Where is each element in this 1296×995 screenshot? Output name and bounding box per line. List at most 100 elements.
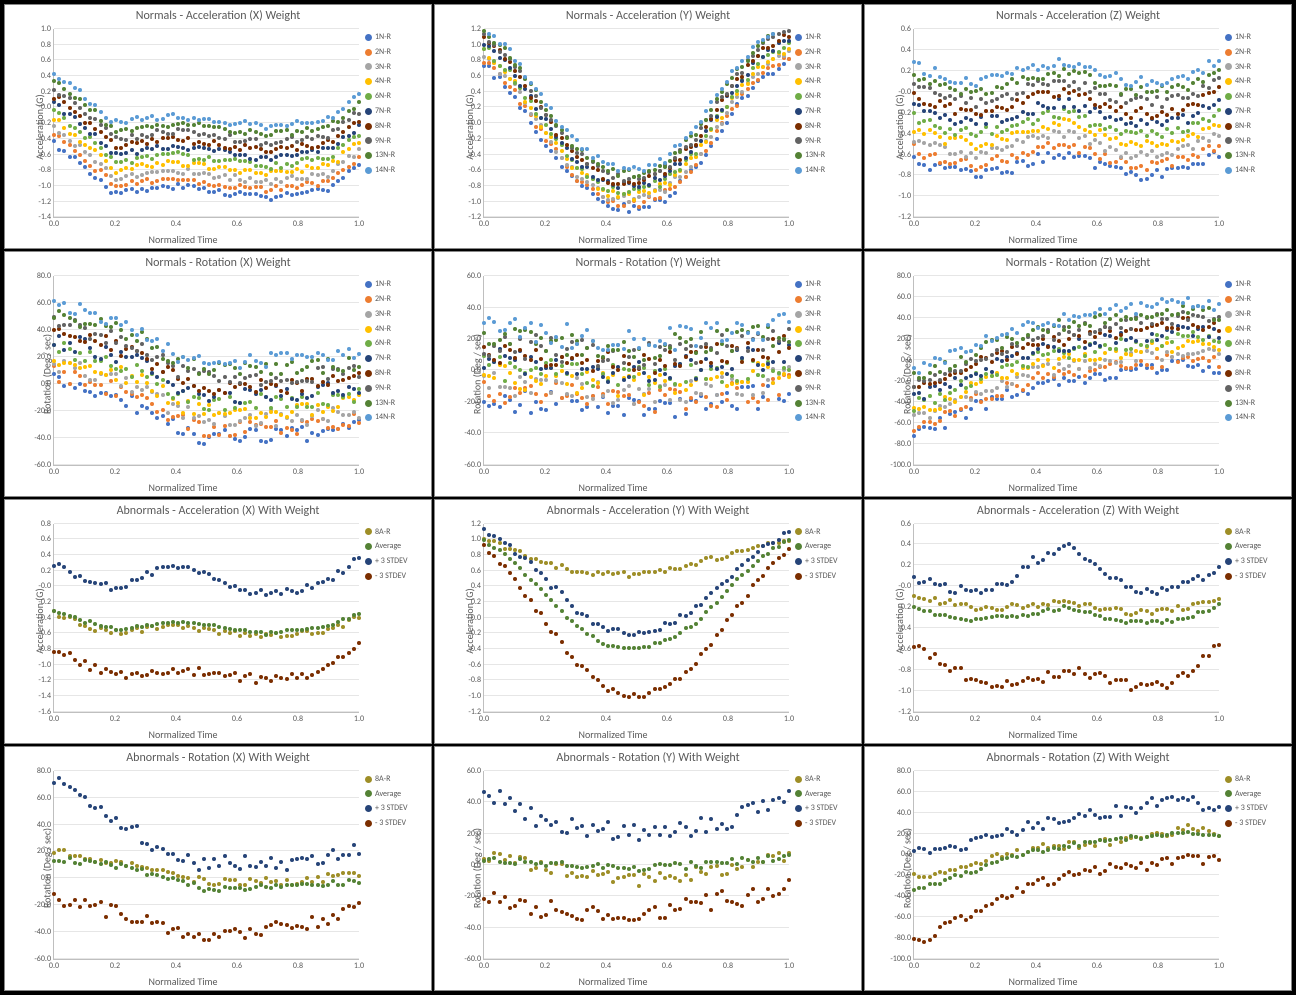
data-point — [1212, 571, 1216, 575]
data-point — [1072, 608, 1076, 612]
data-point — [140, 118, 144, 122]
data-point — [269, 158, 273, 162]
data-point — [1165, 119, 1169, 123]
data-point — [109, 368, 113, 372]
data-point — [487, 342, 491, 346]
data-point — [554, 379, 558, 383]
data-point — [336, 127, 340, 131]
data-point — [1124, 172, 1128, 176]
data-point — [243, 416, 247, 420]
x-tick: 1.0 — [1214, 712, 1224, 724]
data-point — [1129, 166, 1133, 170]
data-point — [1165, 686, 1169, 690]
data-point — [596, 168, 600, 172]
data-point — [606, 181, 610, 185]
data-point — [1036, 371, 1040, 375]
data-point — [642, 337, 646, 341]
data-point — [627, 349, 631, 353]
data-point — [140, 388, 144, 392]
data-point — [1031, 602, 1035, 606]
data-point — [596, 354, 600, 358]
data-point — [202, 420, 206, 424]
data-point — [917, 425, 921, 429]
data-point — [104, 915, 108, 919]
y-tick: -1.0 — [898, 191, 914, 201]
legend-label: 14N-R — [805, 164, 825, 177]
data-point — [735, 392, 739, 396]
data-point — [336, 857, 340, 861]
data-point — [1098, 92, 1102, 96]
data-point — [616, 174, 620, 178]
data-point — [197, 441, 201, 445]
data-point — [508, 342, 512, 346]
y-tick: 40.0 — [467, 303, 484, 313]
data-point — [606, 402, 610, 406]
data-point — [647, 645, 651, 649]
data-point — [161, 868, 165, 872]
data-point — [964, 101, 968, 105]
data-point — [1139, 106, 1143, 110]
data-point — [523, 573, 527, 577]
data-point — [570, 399, 574, 403]
data-point — [513, 394, 517, 398]
data-point — [761, 71, 765, 75]
data-point — [616, 343, 620, 347]
data-point — [513, 561, 517, 565]
data-point — [585, 370, 589, 374]
data-point — [766, 398, 770, 402]
data-point — [248, 186, 252, 190]
data-point — [596, 385, 600, 389]
data-point — [575, 391, 579, 395]
data-point — [1103, 133, 1107, 137]
data-point — [1212, 103, 1216, 107]
data-point — [341, 143, 345, 147]
legend-marker-icon — [1225, 414, 1232, 421]
data-point — [990, 73, 994, 77]
data-point — [1212, 78, 1216, 82]
data-point — [503, 364, 507, 368]
data-point — [352, 142, 356, 146]
data-point — [1093, 123, 1097, 127]
legend: 8A-RAverage+ 3 STDEV- 3 STDEV — [365, 526, 429, 585]
data-point — [725, 372, 729, 376]
data-point — [560, 360, 564, 364]
data-point — [243, 180, 247, 184]
data-point — [176, 178, 180, 182]
data-point — [627, 695, 631, 699]
data-point — [99, 862, 103, 866]
x-tick: 0.8 — [723, 217, 733, 229]
data-point — [1057, 123, 1061, 127]
data-point — [622, 413, 626, 417]
data-point — [1067, 542, 1071, 546]
data-point — [694, 563, 698, 567]
data-point — [591, 634, 595, 638]
data-point — [109, 863, 113, 867]
data-point — [1114, 165, 1118, 169]
data-point — [93, 355, 97, 359]
legend-item: 1N-R — [1225, 278, 1289, 291]
data-point — [766, 378, 770, 382]
data-point — [1186, 88, 1190, 92]
data-point — [943, 131, 947, 135]
data-point — [766, 384, 770, 388]
data-point — [336, 110, 340, 114]
data-point — [720, 342, 724, 346]
data-point — [544, 561, 548, 565]
data-point — [647, 343, 651, 347]
data-point — [709, 361, 713, 365]
data-point — [601, 169, 605, 173]
data-point — [523, 84, 527, 88]
data-point — [176, 360, 180, 364]
data-point — [336, 179, 340, 183]
data-point — [1083, 92, 1087, 96]
data-point — [259, 860, 263, 864]
data-point — [161, 124, 165, 128]
data-point — [756, 54, 760, 58]
data-point — [290, 144, 294, 148]
data-point — [1207, 365, 1211, 369]
data-point — [959, 346, 963, 350]
data-point — [93, 370, 97, 374]
data-point — [1005, 108, 1009, 112]
data-point — [248, 137, 252, 141]
x-tick: 0.8 — [1153, 465, 1163, 477]
